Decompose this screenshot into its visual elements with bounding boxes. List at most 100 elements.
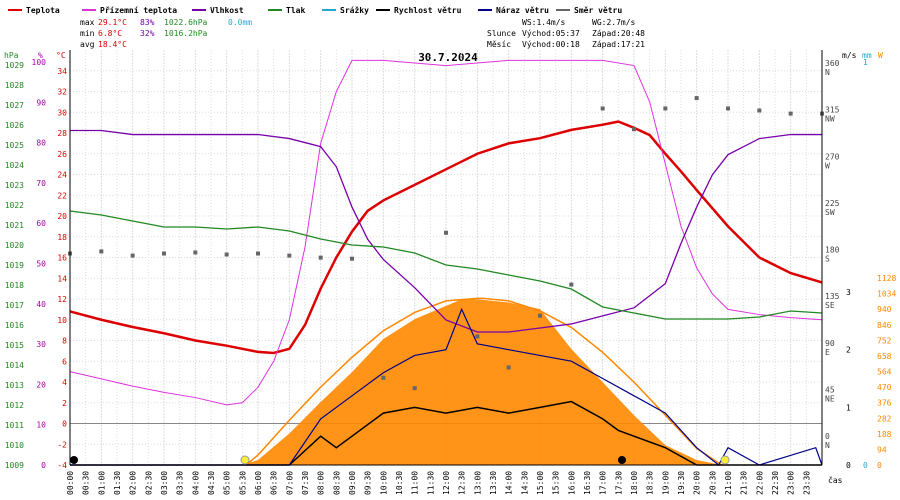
x-tick-label: 21:00	[724, 471, 733, 495]
moonset: Západ:17:21	[592, 40, 645, 49]
wind-direction-point	[318, 255, 323, 260]
wind-speed-tick: 3	[846, 288, 851, 297]
x-tick-label: 02:30	[144, 471, 153, 495]
x-tick-label: 20:30	[708, 471, 717, 495]
radiation-tick: 188	[877, 430, 892, 439]
stat-max-label: max	[80, 18, 95, 27]
solar-theoretical-line	[245, 297, 723, 466]
direction-tick: 45	[825, 385, 835, 394]
x-tick-label: 19:00	[661, 471, 670, 495]
pressure-tick: 1028	[5, 81, 24, 90]
stat-max-temp: 29.1°C	[98, 18, 127, 27]
x-tick-label: 04:00	[191, 471, 200, 495]
temperature-tick: 20	[57, 212, 67, 221]
series-line-0	[69, 120, 823, 355]
pressure-tick: 1026	[5, 121, 24, 130]
wind-direction-point	[99, 249, 104, 254]
x-tick-label: 06:00	[254, 471, 263, 495]
direction-tick: 0	[825, 432, 830, 441]
x-tick-label: 13:30	[489, 471, 498, 495]
unit-temp: °C	[56, 51, 66, 60]
pressure-tick: 1019	[5, 261, 24, 270]
x-tick-label: 12:30	[458, 471, 467, 495]
humidity-tick: 80	[36, 139, 46, 148]
direction-tick: 90	[825, 339, 835, 348]
direction-tick: 270	[825, 152, 840, 161]
pressure-tick: 1011	[5, 421, 24, 430]
x-tick-label: 17:30	[614, 471, 623, 495]
x-tick-label: 19:30	[677, 471, 686, 495]
pressure-tick: 1022	[5, 201, 24, 210]
rain-tick: 1	[863, 58, 868, 67]
wind-direction-point	[694, 96, 699, 101]
temperature-tick: 34	[57, 67, 67, 76]
x-tick-label: 14:00	[505, 471, 514, 495]
direction-label: SE	[825, 301, 835, 310]
direction-label: N	[825, 441, 830, 450]
direction-label: NW	[825, 115, 835, 124]
unit-ms: m/s	[842, 51, 857, 60]
x-tick-label: 21:30	[740, 471, 749, 495]
temperature-tick: 18	[57, 233, 67, 242]
direction-label: E	[825, 348, 830, 357]
wind-direction-point	[506, 365, 511, 370]
sunrise-marker	[240, 455, 250, 465]
sunset: Západ:20:48	[592, 29, 645, 38]
series-line-2	[70, 129, 822, 333]
direction-tick: 315	[825, 106, 840, 115]
x-tick-label: 22:00	[755, 471, 764, 495]
x-tick-label: 07:30	[301, 471, 310, 495]
temperature-tick: 24	[57, 171, 67, 180]
pressure-tick: 1025	[5, 141, 24, 150]
legend-label-6: Náraz větru	[496, 5, 549, 15]
pressure-tick: 1029	[5, 61, 24, 70]
pressure-tick: 1015	[5, 341, 24, 350]
direction-label: NE	[825, 394, 835, 403]
radiation-tick: 846	[877, 321, 892, 330]
x-tick-label: 04:30	[207, 471, 216, 495]
x-tick-label: 16:00	[567, 471, 576, 495]
pressure-tick: 1013	[5, 381, 24, 390]
direction-label: SW	[825, 208, 835, 217]
x-tick-label: 23:30	[802, 471, 811, 495]
temperature-tick: 14	[57, 274, 67, 283]
legend-label-4: Srážky	[340, 6, 369, 15]
x-tick-label: 00:30	[82, 471, 91, 495]
x-tick-label: 09:00	[348, 471, 357, 495]
moonrise: Východ:00:18	[522, 40, 580, 49]
wind-direction-point	[726, 106, 730, 111]
stat-max-hum: 83%	[140, 18, 155, 27]
pressure-tick: 1027	[5, 101, 24, 110]
humidity-tick: 20	[36, 380, 46, 389]
radiation-tick: 470	[877, 383, 892, 392]
radiation-tick: 94	[877, 445, 887, 454]
radiation-layer	[242, 297, 723, 466]
temperature-tick: 4	[62, 378, 67, 387]
x-axis-label: čas	[828, 475, 843, 485]
wind-direction-point	[600, 106, 605, 111]
legend-label-3: Tlak	[286, 6, 305, 15]
sun-label: Slunce	[487, 29, 516, 38]
direction-tick: 225	[825, 199, 840, 208]
pressure-tick: 1017	[5, 301, 24, 310]
wind-direction-point	[224, 252, 229, 257]
wind-speed-tick: 0	[846, 461, 851, 470]
stat-min-temp: 6.8°C	[98, 29, 122, 38]
direction-tick: 180	[825, 246, 840, 255]
wind-speed-tick: 1	[846, 403, 851, 412]
wind-direction-point	[632, 127, 636, 132]
chart-date: 30.7.2024	[418, 51, 478, 64]
moon-label: Měsíc	[487, 40, 511, 49]
solar-radiation-area	[242, 299, 722, 465]
direction-label: N	[825, 68, 830, 77]
direction-label: W	[825, 161, 830, 170]
wind-direction-point	[193, 250, 198, 255]
x-tick-label: 08:30	[332, 471, 341, 495]
temperature-tick: 10	[57, 316, 67, 325]
legend-label-7: Směr větru	[574, 5, 622, 15]
series-line-1	[69, 59, 823, 406]
temperature-tick: 0	[62, 420, 67, 429]
wind-direction-point	[256, 251, 260, 256]
sunset-marker	[720, 455, 730, 465]
stat-avg-label: avg	[80, 40, 95, 49]
